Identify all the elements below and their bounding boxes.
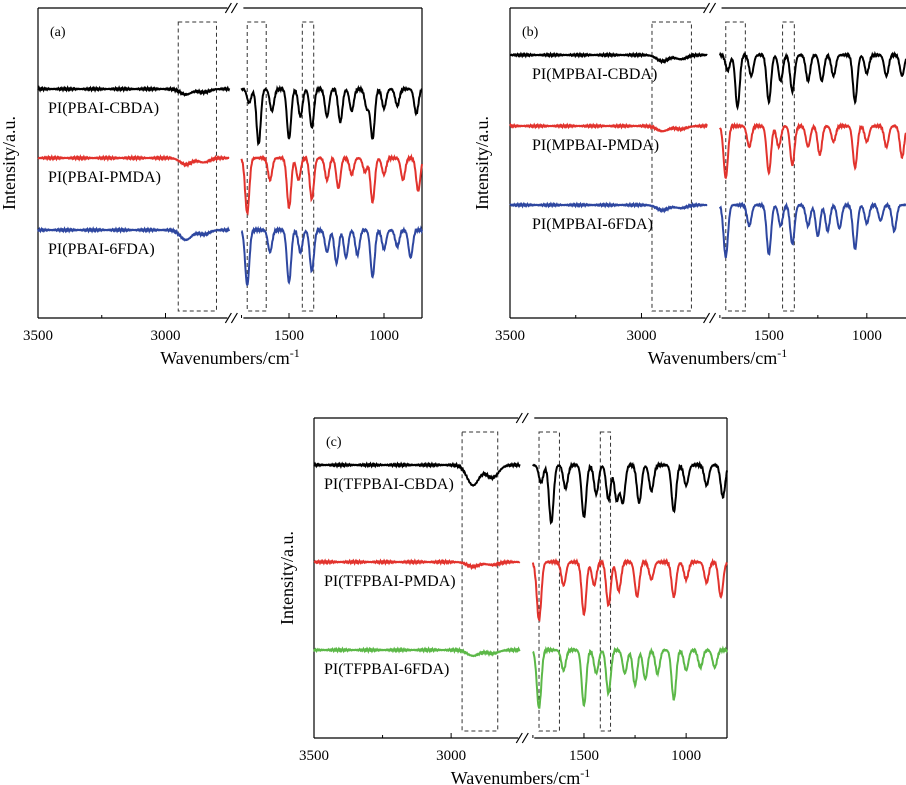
highlight-box xyxy=(461,431,499,732)
chart-panel-a: 3500 3000 1500 1000 PI(PBAI-CBDA) PI(PBAI-PMD… xyxy=(0,2,423,368)
panel-label: (c) xyxy=(326,435,342,450)
x-tick-label: 1000 xyxy=(852,328,882,344)
axis-break-mark xyxy=(224,312,232,324)
x-axis-label: Wavenumbers/cm-1 xyxy=(451,766,591,785)
series-line xyxy=(531,557,728,622)
x-tick-label: 3500 xyxy=(299,748,329,764)
y-axis-label: Intensity/a.u. xyxy=(277,531,297,625)
series-line xyxy=(37,85,231,97)
axis-break-mark xyxy=(709,312,717,324)
axis-break-mark xyxy=(515,412,523,424)
highlight-box xyxy=(782,21,795,312)
y-axis-label: Intensity/a.u. xyxy=(0,116,19,210)
series-line xyxy=(313,461,521,487)
x-tick-label: 1500 xyxy=(569,748,599,764)
series-line xyxy=(37,226,231,242)
series-line xyxy=(313,646,521,658)
axis-break-mark xyxy=(230,312,238,324)
axis-break-mark xyxy=(703,2,711,14)
series-line xyxy=(718,50,906,111)
series-line xyxy=(37,154,230,168)
series-label: PI(PBAI-CBDA) xyxy=(48,100,159,117)
axis-break-mark xyxy=(703,312,711,324)
x-tick-label: 1000 xyxy=(671,748,701,764)
series-line xyxy=(532,460,728,526)
series-line xyxy=(240,153,423,216)
x-tick-label: 3000 xyxy=(436,748,466,764)
panel-label: (b) xyxy=(522,25,539,40)
highlight-box xyxy=(177,21,217,312)
series-label: PI(MPBAI-PMDA) xyxy=(532,137,659,154)
series-line xyxy=(509,201,708,214)
series-line xyxy=(240,225,423,287)
series-line xyxy=(240,84,423,147)
series-label: PI(TFPBAI-CBDA) xyxy=(324,476,454,493)
series-line xyxy=(509,51,708,65)
axis-break-mark xyxy=(521,732,529,744)
series-line xyxy=(719,121,906,180)
x-axis-label: Wavenumbers/cm-1 xyxy=(648,346,788,368)
axis-break-mark xyxy=(515,732,523,744)
x-tick-label: 3000 xyxy=(626,328,656,344)
x-tick-label: 1500 xyxy=(274,328,304,344)
x-axis-label: Wavenumbers/cm-1 xyxy=(160,346,300,368)
series-label: PI(TFPBAI-PMDA) xyxy=(324,573,456,590)
series-line xyxy=(718,201,906,259)
highlight-box xyxy=(246,21,267,312)
axis-break-mark xyxy=(230,2,238,14)
panel-label: (a) xyxy=(50,25,66,40)
axis-break-mark xyxy=(224,2,232,14)
series-label: PI(PBAI-PMDA) xyxy=(48,169,161,186)
x-tick-label: 1500 xyxy=(754,328,784,344)
series-label: PI(PBAI-6FDA) xyxy=(48,241,155,258)
series-line xyxy=(509,122,708,133)
highlight-box xyxy=(651,21,692,312)
series-label: PI(TFPBAI-6FDA) xyxy=(324,661,449,678)
series-label: PI(MPBAI-CBDA) xyxy=(532,66,657,83)
highlight-box xyxy=(538,431,560,732)
highlight-box xyxy=(725,21,746,312)
x-tick-label: 3000 xyxy=(150,328,180,344)
series-label: PI(MPBAI-6FDA) xyxy=(532,216,653,233)
x-tick-label: 3500 xyxy=(495,328,525,344)
y-axis-label: Intensity/a.u. xyxy=(472,116,492,210)
x-tick-label: 3500 xyxy=(23,328,53,344)
x-tick-label: 1000 xyxy=(369,328,399,344)
chart-panel-b: 3500 3000 1500 1000 PI(MPBAI-CBDA) PI(MPBAI-P… xyxy=(472,2,906,368)
series-line xyxy=(313,558,521,571)
axis-break-mark xyxy=(709,2,717,14)
chart-panel-c: 3500 3000 1500 1000 PI(TFPBAI-CBDA) PI(TFPBAI… xyxy=(277,412,728,785)
series-line xyxy=(532,645,728,709)
axis-break-mark xyxy=(521,412,529,424)
